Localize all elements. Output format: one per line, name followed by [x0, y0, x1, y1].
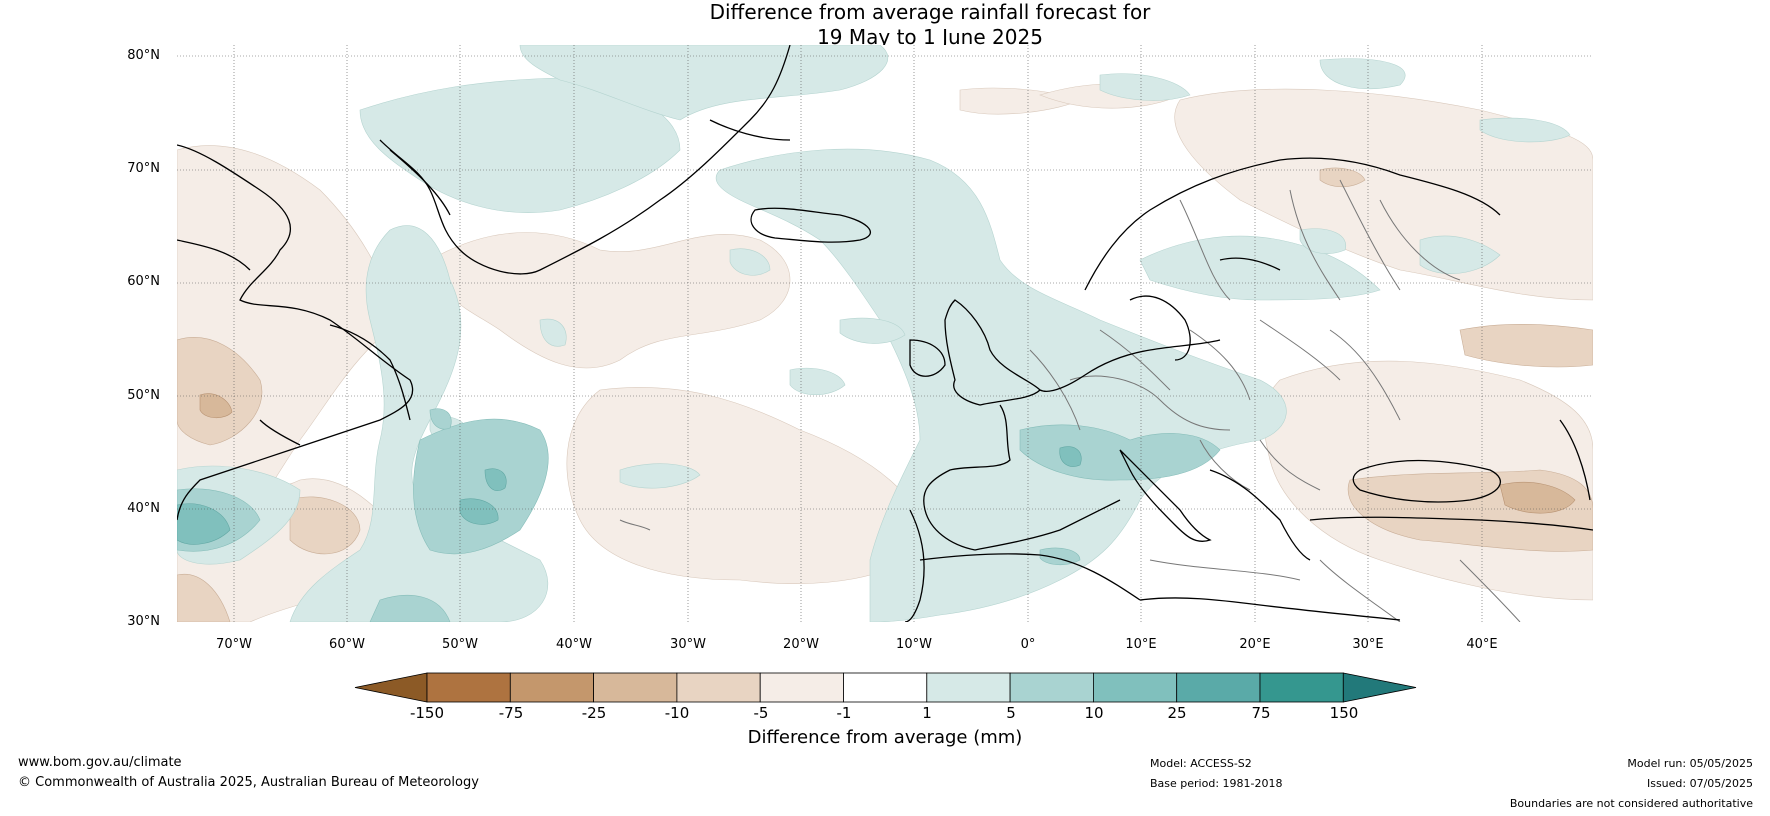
colorbar-tick: 150 [1329, 704, 1359, 722]
footer-copyright: © Commonwealth of Australia 2025, Austra… [18, 775, 479, 790]
colorbar-segment [593, 672, 678, 703]
colorbar-extend-low [354, 672, 428, 703]
graticule [177, 45, 1593, 622]
lon-label-30e: 30°E [1352, 637, 1384, 652]
lon-label-30w: 30°W [670, 637, 706, 652]
colorbar-tick: -25 [581, 704, 607, 722]
colorbar-tick: 1 [922, 704, 932, 722]
colorbar-tick: -1 [836, 704, 852, 722]
colorbar-segment [1176, 672, 1261, 703]
lon-label-40w: 40°W [556, 637, 592, 652]
colorbar-segment [843, 672, 928, 703]
wetter-regions-strong [177, 446, 1082, 545]
footer-disclaimer: Boundaries are not considered authoritat… [1509, 797, 1753, 810]
colorbar-title: Difference from average (mm) [747, 727, 1023, 748]
colorbar-tick: -150 [409, 704, 445, 722]
lat-label-40n: 40°N [127, 501, 160, 516]
lon-label-70w: 70°W [216, 637, 252, 652]
colorbar-segment [509, 672, 594, 703]
colorbar-segment [926, 672, 1011, 703]
colorbar-segment [1093, 672, 1178, 703]
lat-label-30n: 30°N [127, 614, 160, 629]
country-borders [619, 179, 1521, 622]
colorbar-segment [759, 672, 844, 703]
colorbar-tick: 25 [1167, 704, 1187, 722]
lon-label-20e: 20°E [1239, 637, 1271, 652]
colorbar-tick: -5 [753, 704, 769, 722]
lat-label-70n: 70°N [127, 161, 160, 176]
lat-label-80n: 80°N [127, 48, 160, 63]
lon-label-20w: 20°W [783, 637, 819, 652]
lon-label-40e: 40°E [1466, 637, 1498, 652]
lon-label-10w: 10°W [896, 637, 932, 652]
footer-base-period: Base period: 1981-2018 [1150, 777, 1283, 790]
colorbar-segment [1009, 672, 1094, 703]
map-title: Difference from average rainfall forecas… [500, 0, 1360, 50]
colorbar-tick: 75 [1251, 704, 1271, 722]
colorbar-segment [676, 672, 761, 703]
colorbar-segment [1259, 672, 1344, 703]
colorbar-tick: -10 [664, 704, 690, 722]
footer-model: Model: ACCESS-S2 [1150, 757, 1252, 770]
lon-label-10e: 10°E [1125, 637, 1157, 652]
colorbar-segment [426, 672, 511, 703]
drier-regions-strong [199, 393, 1576, 514]
lat-label-60n: 60°N [127, 274, 160, 289]
lon-label-60w: 60°W [329, 637, 365, 652]
lon-label-50w: 50°W [442, 637, 478, 652]
lon-label-0: 0° [1020, 637, 1036, 652]
coastlines [177, 45, 1593, 622]
footer-model-run: Model run: 05/05/2025 [1627, 757, 1753, 770]
colorbar [354, 672, 1417, 703]
map-title-line1: Difference from average rainfall forecas… [709, 0, 1151, 24]
colorbar-tick: -75 [498, 704, 524, 722]
lat-label-50n: 50°N [127, 388, 160, 403]
colorbar-tick: 10 [1084, 704, 1104, 722]
colorbar-tick: 5 [1006, 704, 1016, 722]
footer-url: www.bom.gov.au/climate [18, 755, 182, 770]
map-area [177, 45, 1593, 622]
footer-issued: Issued: 07/05/2025 [1646, 777, 1753, 790]
colorbar-extend-high [1342, 672, 1417, 703]
